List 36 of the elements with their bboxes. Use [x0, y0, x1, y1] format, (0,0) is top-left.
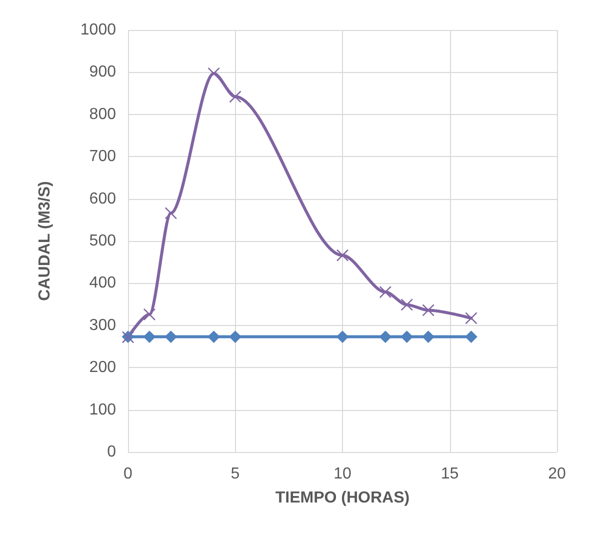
point — [379, 330, 392, 343]
point — [465, 330, 478, 343]
y-tick-label: 500 — [89, 232, 116, 250]
point — [400, 330, 413, 343]
point — [208, 67, 220, 80]
y-tick-label: 100 — [89, 401, 116, 418]
y-tick-label: 0 — [107, 444, 116, 460]
point — [422, 304, 434, 316]
y-tick-label: 1000 — [80, 22, 116, 38]
x-axis-title: TIEMPO (HORAS) — [275, 490, 410, 506]
y-tick-label: 300 — [89, 316, 116, 334]
point — [164, 207, 178, 220]
point — [229, 90, 242, 103]
point — [465, 312, 478, 324]
point — [143, 308, 156, 321]
point — [379, 286, 392, 298]
point — [229, 330, 242, 343]
x-tick-label: 10 — [334, 466, 352, 482]
point — [336, 249, 349, 262]
x-tick-label: 5 — [230, 466, 240, 482]
x-tick-label: 0 — [124, 466, 133, 482]
y-tick-label: 200 — [89, 359, 116, 376]
point — [143, 330, 156, 343]
point — [336, 330, 348, 343]
y-tick-label: 700 — [89, 148, 116, 166]
point — [400, 298, 413, 311]
point — [422, 330, 434, 343]
y-tick-label: 600 — [89, 190, 116, 208]
x-tick-label: 15 — [440, 466, 459, 482]
point — [164, 330, 177, 343]
x-tick-label: 20 — [548, 466, 566, 482]
y-tick-label: 800 — [89, 106, 116, 123]
y-tick-label: 400 — [89, 274, 116, 292]
point — [208, 330, 220, 343]
y-tick-label: 900 — [89, 64, 116, 81]
y-axis-title: CAUDAL (M3/S) — [36, 181, 54, 301]
